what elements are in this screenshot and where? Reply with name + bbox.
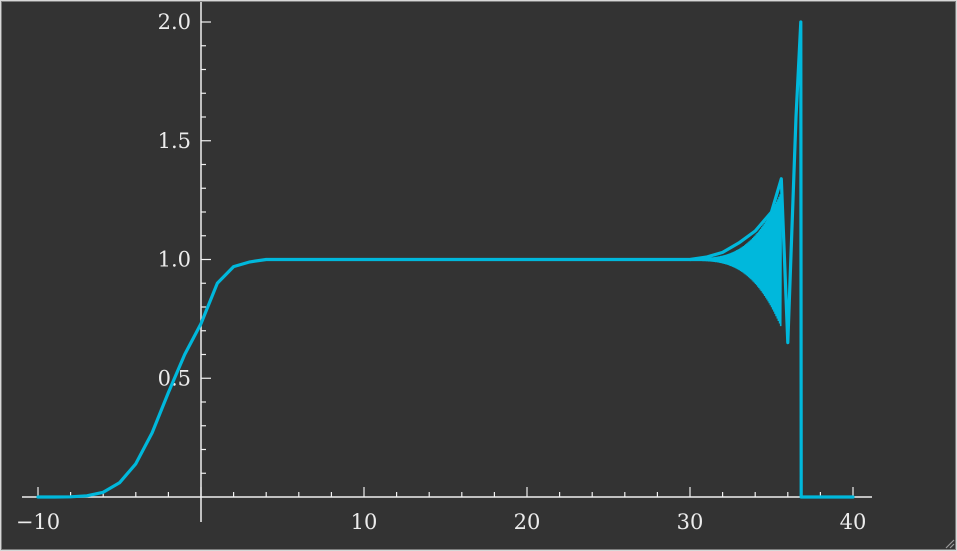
axes [22, 2, 872, 522]
resize-grip-icon[interactable] [943, 537, 955, 549]
data-line [36, 20, 855, 499]
x-tick-label: 10 [351, 510, 378, 534]
y-tick-label: 1.0 [158, 248, 191, 272]
tick-marks [37, 21, 854, 497]
x-tick-label: 20 [514, 510, 541, 534]
y-tick-label: 2.0 [158, 10, 191, 34]
oscillation-band [689, 191, 783, 327]
tick-labels: −10 10 20 30 400.51.01.52.0 [16, 10, 867, 534]
x-tick-label: 30 [677, 510, 704, 534]
y-tick-label: 1.5 [158, 129, 191, 153]
x-tick-label: −10 [16, 510, 60, 534]
x-tick-label: 40 [840, 510, 867, 534]
